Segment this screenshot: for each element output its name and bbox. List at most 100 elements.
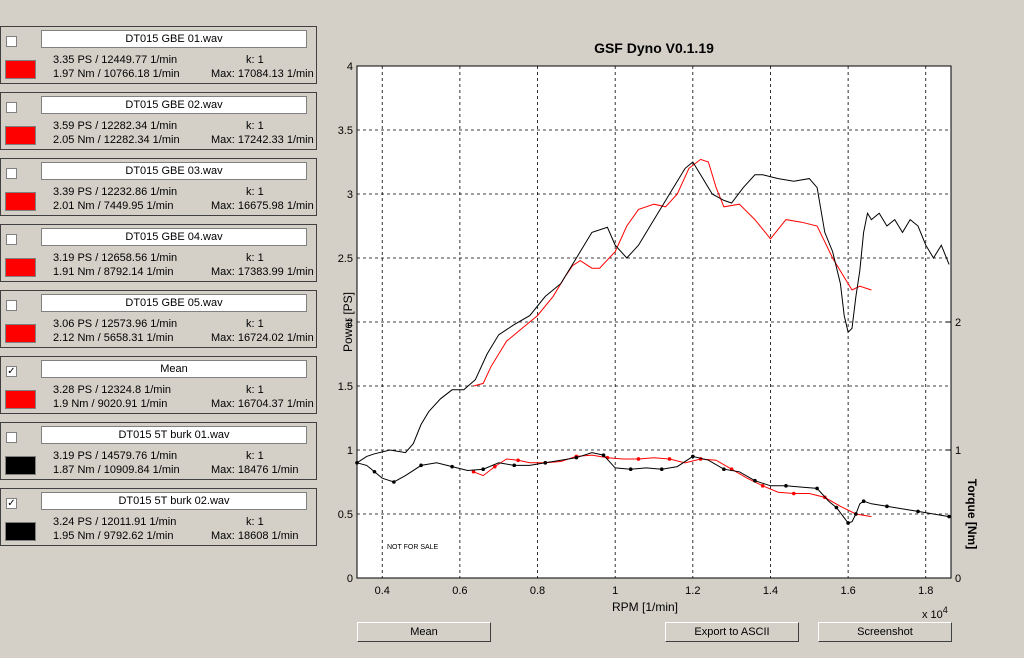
mean-button[interactable]: Mean	[357, 622, 491, 642]
x-exponent-power: 4	[943, 605, 948, 615]
file-visible-checkbox[interactable]	[6, 36, 17, 47]
color-swatch[interactable]	[5, 390, 36, 409]
series-point	[667, 457, 672, 461]
y-axis-label: Power [PS]	[341, 292, 355, 352]
series-point	[916, 509, 920, 514]
max-rpm-readout: Max: 17084.13 1/min	[211, 68, 314, 80]
y2-tick-label: 0	[955, 573, 961, 585]
file-panel: DT015 GBE 04.wav 3.19 PS / 12658.56 1/min…	[0, 224, 317, 282]
k-factor: k: 1	[246, 450, 264, 462]
series-point	[698, 457, 703, 461]
y2-axis-label: Torque [Nm]	[965, 479, 979, 549]
torque-readout: 1.87 Nm / 10909.84 1/min	[53, 464, 180, 476]
export-ascii-button[interactable]: Export to ASCII	[665, 622, 799, 642]
x-tick-label: 1.4	[763, 585, 778, 597]
color-swatch[interactable]	[5, 258, 36, 277]
file-name-field[interactable]: DT015 GBE 01.wav	[41, 30, 307, 48]
file-name-field[interactable]: DT015 5T burk 01.wav	[41, 426, 307, 444]
series-point	[372, 469, 377, 474]
color-swatch[interactable]	[5, 522, 36, 541]
x-tick-label: 1.2	[685, 585, 700, 597]
max-rpm-readout: Max: 17242.33 1/min	[211, 134, 314, 146]
grid-lines	[357, 66, 951, 578]
series-point	[543, 461, 548, 465]
k-factor: k: 1	[246, 318, 264, 330]
file-panel: DT015 GBE 01.wav 3.35 PS / 12449.77 1/min…	[0, 26, 317, 84]
series-point	[392, 480, 396, 484]
file-name-field[interactable]: Mean	[41, 360, 307, 378]
file-panel: DT015 GBE 03.wav 3.39 PS / 12232.86 1/min…	[0, 158, 317, 216]
color-swatch[interactable]	[5, 60, 36, 79]
color-swatch[interactable]	[5, 324, 36, 343]
series-point	[815, 486, 819, 491]
torque-readout: 1.9 Nm / 9020.91 1/min	[53, 398, 168, 410]
file-name-field[interactable]: DT015 GBE 04.wav	[41, 228, 307, 246]
series-point	[574, 454, 579, 459]
series-point	[760, 484, 765, 488]
file-visible-checkbox[interactable]	[6, 102, 17, 113]
series-point	[729, 467, 734, 472]
torque-readout: 1.95 Nm / 9792.62 1/min	[53, 530, 174, 542]
series-point	[947, 514, 951, 519]
series-point	[471, 469, 476, 474]
series-point	[823, 495, 827, 500]
series-point	[854, 512, 858, 516]
file-name-field[interactable]: DT015 GBE 02.wav	[41, 96, 307, 114]
file-name-field[interactable]: DT015 5T burk 02.wav	[41, 492, 307, 510]
color-swatch[interactable]	[5, 192, 36, 211]
series-lines	[355, 158, 951, 525]
file-panel: DT015 5T burk 01.wav 3.19 PS / 14579.76 1…	[0, 422, 317, 480]
file-panel: ✓ Mean 3.28 PS / 12324.8 1/min k: 1 1.9 Nm /…	[0, 356, 317, 414]
series-point	[512, 463, 517, 468]
max-rpm-readout: Max: 16675.98 1/min	[211, 200, 314, 212]
axis-ticks: 0.4 0.6 0.8 1 1.2 1.4 1.6 1.8 0 0.5 1 1.5 2 2.5 3 3.5 4 0…	[338, 61, 961, 597]
series-point	[784, 484, 788, 488]
y-tick-label: 2	[347, 317, 353, 329]
torque-readout: 2.12 Nm / 5658.31 1/min	[53, 332, 174, 344]
x-tick-label: 0.4	[375, 585, 390, 597]
k-factor: k: 1	[246, 120, 264, 132]
series-point	[605, 455, 610, 460]
series-point	[601, 453, 606, 457]
max-rpm-readout: Max: 18476 1/min	[211, 464, 299, 476]
color-swatch[interactable]	[5, 456, 36, 475]
series-point	[885, 504, 889, 509]
x-exponent-base: x 10	[922, 609, 943, 621]
max-rpm-readout: Max: 16704.37 1/min	[211, 398, 314, 410]
y2-tick-label: 2	[955, 317, 961, 329]
file-name-field[interactable]: DT015 GBE 03.wav	[41, 162, 307, 180]
file-name-field[interactable]: DT015 GBE 05.wav	[41, 294, 307, 312]
y-tick-label: 2.5	[338, 253, 353, 265]
y-tick-label: 1.5	[338, 381, 353, 393]
series-point	[628, 467, 633, 472]
torque-readout: 2.01 Nm / 7449.95 1/min	[53, 200, 174, 212]
series-point	[419, 463, 423, 468]
series-point	[861, 499, 866, 504]
color-swatch[interactable]	[5, 126, 36, 145]
torque-readout: 1.91 Nm / 8792.14 1/min	[53, 266, 174, 278]
power-readout: 3.35 PS / 12449.77 1/min	[53, 54, 178, 66]
x-tick-label: 1.8	[918, 585, 933, 597]
x-axis-label: RPM [1/min]	[612, 600, 678, 614]
torque-readout: 2.05 Nm / 12282.34 1/min	[53, 134, 180, 146]
x-tick-label: 0.6	[452, 585, 467, 597]
series-point	[753, 478, 757, 483]
file-visible-checkbox[interactable]	[6, 168, 17, 179]
file-visible-checkbox[interactable]	[6, 300, 17, 311]
series-point	[481, 467, 485, 472]
power-readout: 3.24 PS / 12011.91 1/min	[53, 516, 177, 528]
plot-area	[356, 65, 952, 579]
y-tick-label: 3.5	[338, 125, 353, 137]
file-visible-checkbox[interactable]: ✓	[6, 498, 17, 509]
series-point	[722, 467, 726, 472]
screenshot-button[interactable]: Screenshot	[818, 622, 952, 642]
file-visible-checkbox[interactable]	[6, 432, 17, 443]
file-visible-checkbox[interactable]: ✓	[6, 366, 17, 377]
k-factor: k: 1	[246, 252, 264, 264]
file-visible-checkbox[interactable]	[6, 234, 17, 245]
torque-readout: 1.97 Nm / 10766.18 1/min	[53, 68, 180, 80]
power-readout: 3.19 PS / 14579.76 1/min	[53, 450, 178, 462]
series-line-0	[473, 158, 872, 387]
power-readout: 3.28 PS / 12324.8 1/min	[53, 384, 172, 396]
series-point	[691, 454, 695, 459]
